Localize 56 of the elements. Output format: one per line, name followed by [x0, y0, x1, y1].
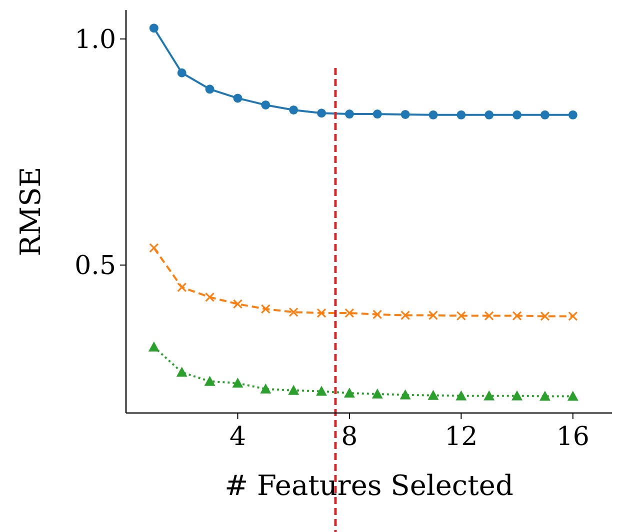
point [233, 94, 242, 103]
point [540, 110, 550, 120]
x-tick-label: 4 [229, 422, 246, 452]
x-axis-title: # Features Selected [224, 469, 514, 502]
point [344, 388, 355, 398]
point [567, 390, 578, 401]
y-tick-label: 1.0 [74, 25, 116, 56]
point [232, 378, 244, 388]
point [428, 390, 439, 400]
point [204, 376, 216, 386]
point [512, 390, 523, 400]
point [232, 299, 243, 309]
point [260, 304, 270, 314]
point [205, 84, 214, 94]
point [316, 308, 326, 318]
point [372, 110, 382, 119]
point [149, 24, 158, 33]
x-tick-label: 16 [556, 422, 590, 452]
point [400, 110, 410, 119]
point [176, 366, 188, 377]
point [456, 390, 467, 400]
point [344, 110, 354, 119]
y-tick-label: 0.5 [74, 251, 116, 282]
point [289, 105, 298, 114]
point [456, 310, 466, 321]
point [149, 243, 159, 253]
point [204, 292, 215, 302]
y-axis-title: RMSE [14, 166, 47, 256]
point [428, 310, 438, 320]
point [177, 282, 187, 292]
point [539, 390, 550, 401]
point [148, 341, 160, 352]
point [484, 110, 494, 120]
point [568, 311, 578, 322]
point [177, 68, 186, 78]
point [260, 384, 272, 394]
point [540, 311, 550, 322]
point [512, 110, 522, 120]
point [261, 100, 270, 110]
point [456, 110, 466, 120]
point [484, 390, 495, 400]
x-tick-label: 8 [341, 422, 358, 452]
point [400, 310, 410, 320]
point [484, 310, 494, 321]
x-tick-label: 12 [444, 422, 478, 452]
point [344, 308, 354, 318]
point [317, 108, 326, 118]
point [400, 389, 411, 400]
point [316, 386, 328, 396]
point [288, 384, 300, 395]
point [372, 310, 382, 320]
point [288, 307, 298, 317]
point [568, 110, 578, 120]
point [512, 310, 522, 321]
point [372, 388, 383, 399]
point [428, 110, 438, 120]
